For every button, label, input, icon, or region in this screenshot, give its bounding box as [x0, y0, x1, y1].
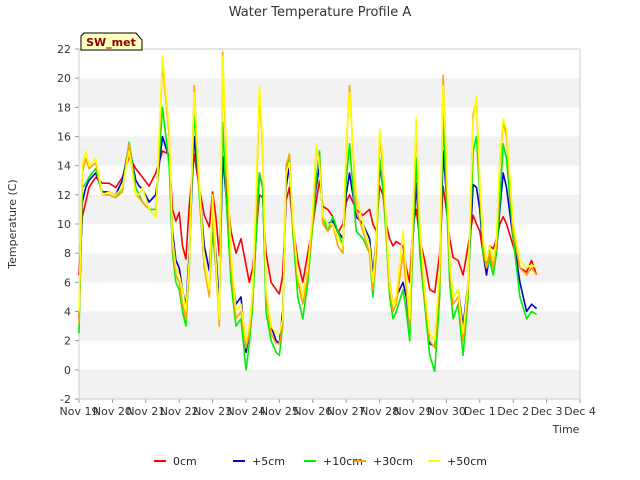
x-tick-label: Nov 26	[293, 405, 332, 418]
legend-label: +5cm	[252, 455, 285, 468]
grid-band	[79, 165, 580, 195]
y-axis-label: Temperature (C)	[6, 179, 19, 269]
x-tick-label: Dec 1	[464, 405, 496, 418]
x-tick-label: Nov 23	[193, 405, 232, 418]
y-tick-label: 22	[57, 43, 71, 56]
grid-band	[79, 340, 580, 370]
y-tick-label: 16	[57, 131, 71, 144]
series-line-plus-50cm	[78, 55, 538, 342]
grid-band	[79, 282, 580, 312]
x-tick-label: Nov 29	[394, 405, 433, 418]
x-tick-label: Nov 25	[260, 405, 299, 418]
y-axis-ticks: -2 0 2 4 6 8 10 12 14 16 18 20 22	[57, 43, 79, 406]
series-line-plus-10cm	[78, 106, 538, 373]
series-line-0cm	[78, 150, 538, 295]
y-tick-label: 0	[64, 364, 71, 377]
series-lines	[78, 51, 538, 373]
legend-label: +10cm	[323, 455, 363, 468]
x-tick-label: Nov 28	[360, 405, 399, 418]
grid-band	[79, 194, 580, 224]
y-tick-label: -2	[60, 393, 71, 406]
grid-band	[79, 369, 580, 399]
y-tick-label: 8	[64, 247, 71, 260]
x-tick-label: Dec 4	[564, 405, 596, 418]
legend: 0cm +5cm +10cm +30cm +50cm	[154, 455, 487, 468]
grid-band	[79, 253, 580, 283]
x-tick-label: Nov 27	[327, 405, 366, 418]
x-tick-label: Nov 30	[427, 405, 466, 418]
x-tick-label: Dec 2	[497, 405, 529, 418]
y-tick-label: 10	[57, 218, 71, 231]
chart-title: Water Temperature Profile A	[229, 5, 412, 20]
y-tick-label: 4	[64, 306, 71, 319]
grid-band	[79, 49, 580, 79]
legend-label: +30cm	[373, 455, 413, 468]
x-tick-label: Nov 24	[227, 405, 266, 418]
plot-area-border	[78, 48, 581, 400]
site-tag-label: SW_met	[86, 36, 136, 49]
legend-label: +50cm	[447, 455, 487, 468]
y-tick-label: 12	[57, 189, 71, 202]
grid-band	[79, 78, 580, 108]
y-tick-label: 14	[57, 160, 71, 173]
y-tick-label: 20	[57, 72, 71, 85]
x-tick-label: Nov 19	[60, 405, 99, 418]
x-tick-label: Nov 21	[126, 405, 165, 418]
y-tick-label: 18	[57, 101, 71, 114]
site-tag-box	[80, 32, 143, 51]
y-tick-label: 2	[64, 335, 71, 348]
x-tick-label: Dec 3	[531, 405, 563, 418]
y-tick-label: 6	[64, 276, 71, 289]
site-tag: SW_met	[80, 32, 143, 51]
grid-band	[79, 311, 580, 341]
x-tick-label: Nov 20	[93, 405, 132, 418]
legend-label: 0cm	[173, 455, 197, 468]
x-tick-label: Nov 22	[160, 405, 199, 418]
x-axis-label: Time	[552, 423, 580, 436]
